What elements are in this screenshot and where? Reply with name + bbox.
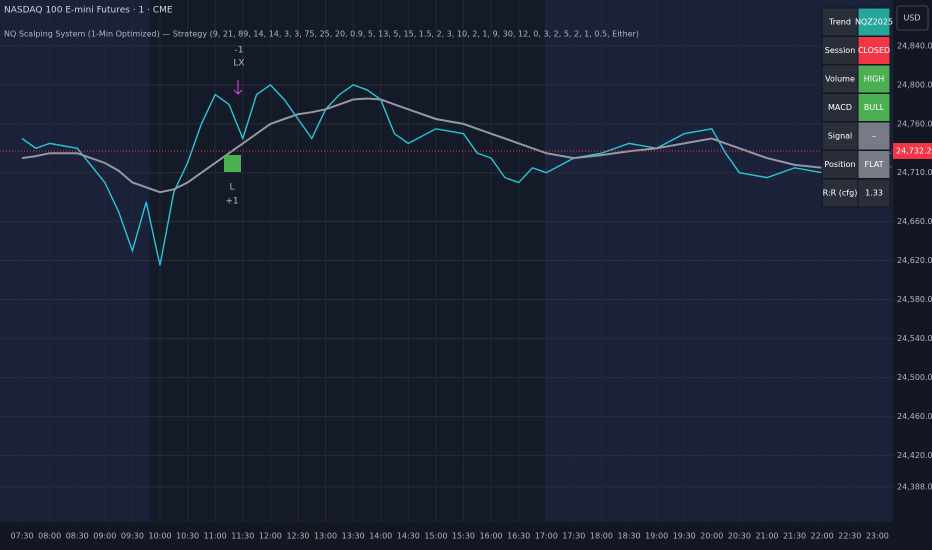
x-tick-label: 14:30	[397, 532, 420, 541]
currency-box[interactable]	[896, 5, 929, 31]
x-tick-label: 22:00	[811, 532, 834, 541]
x-tick-label: 22:30	[838, 532, 861, 541]
table-label: MACD	[828, 103, 852, 112]
x-tick-label: 11:00	[204, 532, 227, 541]
symbol-title: NASDAQ 100 E-mini Futures · 1 · CME	[4, 6, 173, 16]
x-tick-label: 10:30	[176, 532, 199, 541]
y-tick-label: 24,840.00	[897, 41, 932, 50]
y-tick-label: 24,420.00	[897, 451, 932, 460]
x-tick-label: 20:00	[700, 532, 723, 541]
long-entry-marker	[224, 155, 241, 172]
x-tick-label: 07:30	[11, 532, 34, 541]
y-tick-label: 24,660.00	[897, 217, 932, 226]
table-value: –	[872, 132, 876, 141]
x-tick-label: 13:30	[342, 532, 365, 541]
x-tick-label: 09:00	[93, 532, 116, 541]
table-value: HIGH	[864, 75, 885, 84]
table-cell	[857, 150, 891, 179]
table-label: Session	[825, 46, 856, 55]
x-tick-label: 17:00	[535, 532, 558, 541]
table-cell	[821, 7, 859, 37]
table-cell	[857, 36, 891, 65]
series-line	[21, 97, 892, 194]
table-label: Position	[824, 160, 855, 169]
x-tick-label: 11:30	[231, 532, 254, 541]
table-value: BULL	[864, 103, 885, 112]
currency: USD	[903, 14, 920, 23]
last-price-label: 24,732.25	[896, 146, 932, 155]
table-label: Volume	[825, 75, 855, 84]
table-cell	[821, 93, 859, 122]
x-tick-label: 16:00	[480, 532, 503, 541]
x-tick-label: 21:00	[755, 532, 778, 541]
table-value: NQZ2025	[855, 18, 893, 27]
x-tick-label: 15:00	[424, 532, 447, 541]
table-cell	[857, 178, 891, 208]
last-price-box	[893, 142, 932, 159]
y-tick-label: 24,388.00	[897, 482, 932, 491]
y-tick-label: 24,760.00	[897, 119, 932, 128]
time-axis	[0, 522, 932, 550]
table-label: Signal	[828, 132, 853, 141]
table-cell	[821, 64, 859, 94]
annotation: -1	[235, 46, 244, 56]
table-value: CLOSED	[858, 46, 890, 55]
table-value: 1.33	[865, 189, 883, 198]
x-tick-label: 10:00	[148, 532, 171, 541]
x-tick-label: 15:30	[452, 532, 475, 541]
exit-arrow	[233, 80, 243, 95]
price-axis	[893, 0, 932, 550]
annotation: L	[229, 183, 234, 193]
x-tick-label: 08:30	[66, 532, 89, 541]
x-tick-label: 19:00	[645, 532, 668, 541]
x-tick-label: 12:30	[286, 532, 309, 541]
y-tick-label: 24,540.00	[897, 334, 932, 343]
x-tick-label: 17:30	[562, 532, 585, 541]
table-cell	[857, 7, 891, 37]
x-tick-label: 13:00	[314, 532, 337, 541]
table-cell	[821, 178, 859, 208]
x-tick-label: 16:30	[507, 532, 530, 541]
annotation: LX	[233, 59, 244, 69]
x-tick-label: 20:30	[728, 532, 751, 541]
x-tick-label: 12:00	[259, 532, 282, 541]
x-tick-label: 18:00	[590, 532, 613, 541]
y-tick-label: 24,710.00	[897, 168, 932, 177]
y-tick-label: 24,460.00	[897, 412, 932, 421]
table-value: FLAT	[865, 160, 884, 169]
x-tick-label: 14:00	[369, 532, 392, 541]
y-tick-label: 24,500.00	[897, 373, 932, 382]
x-tick-label: 18:30	[618, 532, 641, 541]
table-cell	[857, 64, 891, 94]
x-tick-label: 09:30	[121, 532, 144, 541]
strategy-label: NQ Scalping System (1-Min Optimized) — S…	[4, 30, 639, 39]
x-tick-label: 23:00	[866, 532, 889, 541]
annotation: +1	[225, 197, 238, 207]
x-tick-label: 21:30	[783, 532, 806, 541]
y-tick-label: 24,580.00	[897, 295, 932, 304]
x-tick-label: 08:00	[38, 532, 61, 541]
table-label: R:R (cfg)	[823, 189, 858, 198]
y-tick-label: 24,620.00	[897, 256, 932, 265]
x-tick-label: 19:30	[673, 532, 696, 541]
table-label: Trend	[828, 18, 851, 27]
table-cell	[857, 93, 891, 122]
y-tick-label: 24,800.00	[897, 80, 932, 89]
